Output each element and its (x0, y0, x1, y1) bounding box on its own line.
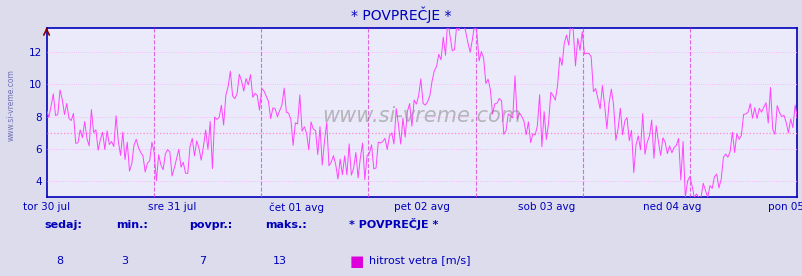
Text: www.si-vreme.com: www.si-vreme.com (322, 106, 520, 126)
Text: 3: 3 (121, 256, 128, 266)
Text: min.:: min.: (116, 220, 148, 230)
Text: sedaj:: sedaj: (44, 220, 82, 230)
Text: maks.:: maks.: (265, 220, 306, 230)
Text: 13: 13 (272, 256, 286, 266)
Text: 8: 8 (57, 256, 63, 266)
Text: www.si-vreme.com: www.si-vreme.com (6, 69, 15, 141)
Text: hitrost vetra [m/s]: hitrost vetra [m/s] (369, 256, 470, 266)
Text: ■: ■ (349, 254, 363, 269)
Text: 7: 7 (199, 256, 205, 266)
Text: * POVPREČJE *: * POVPREČJE * (349, 218, 438, 230)
Text: povpr.:: povpr.: (188, 220, 232, 230)
Text: * POVPREČJE *: * POVPREČJE * (350, 7, 452, 23)
